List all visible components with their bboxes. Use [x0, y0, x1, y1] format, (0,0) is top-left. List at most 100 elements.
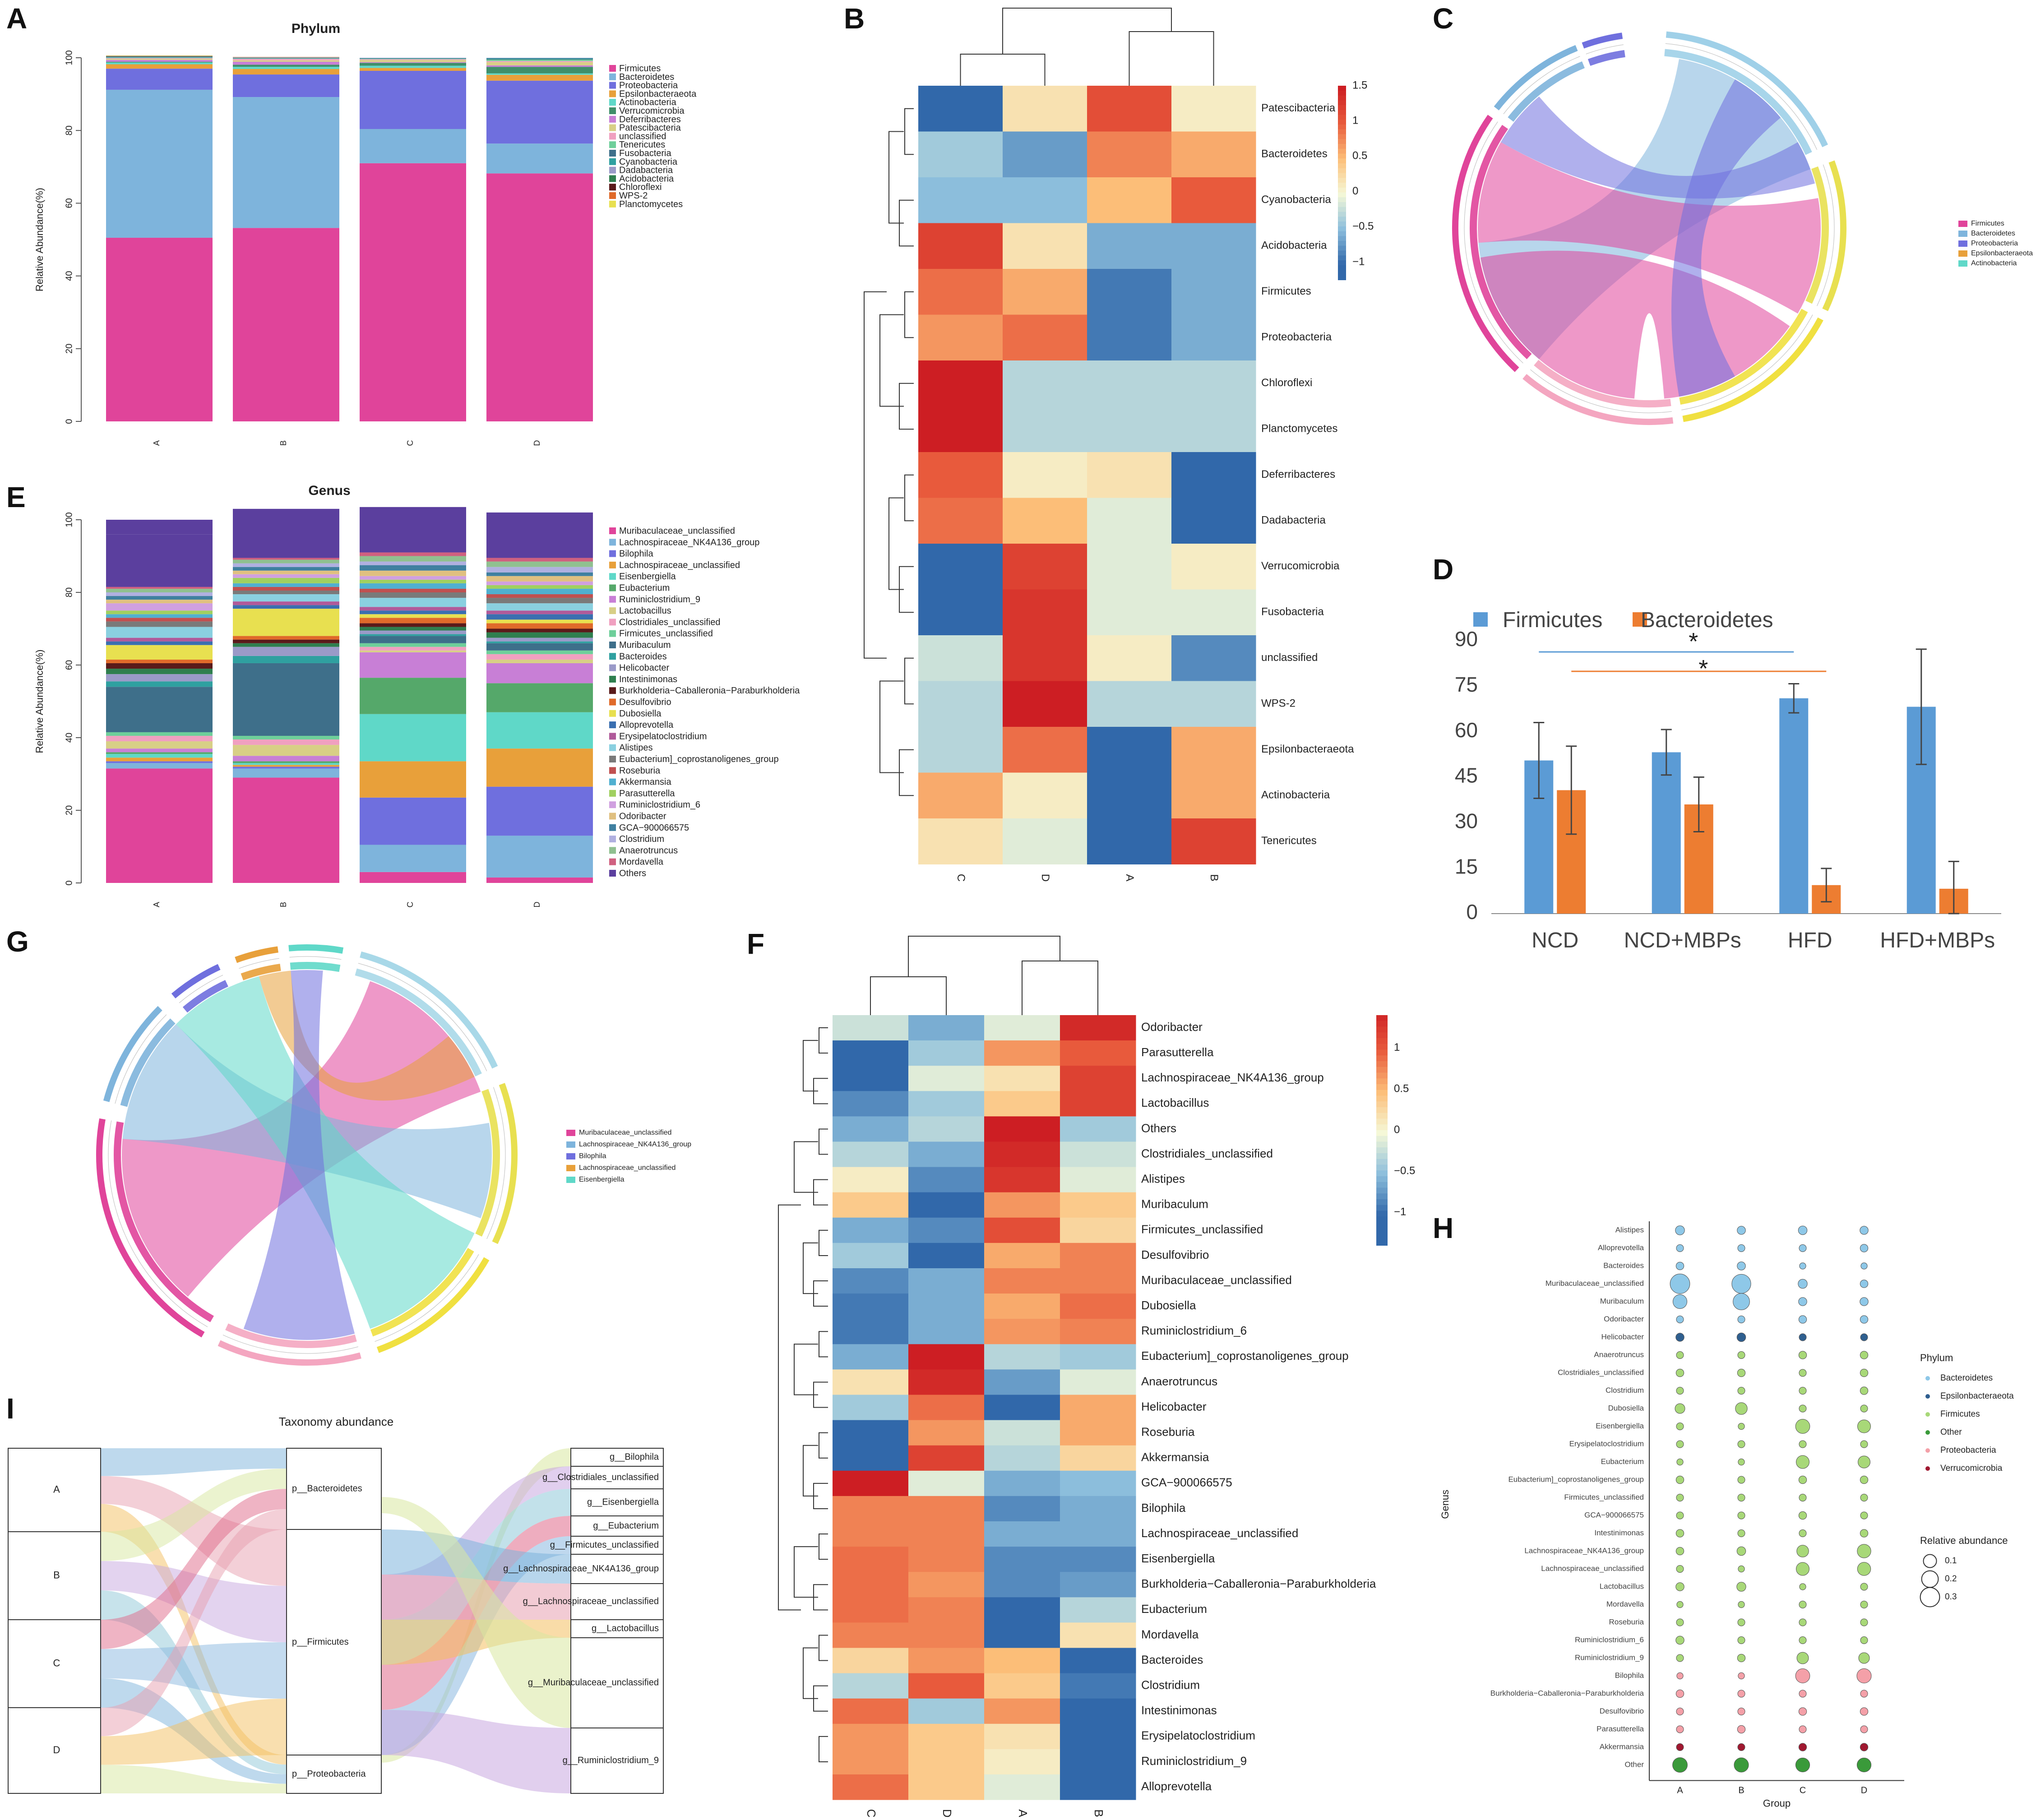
legend-swatch	[609, 115, 616, 123]
legend-dot	[1925, 1448, 1930, 1453]
legend-swatch	[609, 744, 616, 751]
sankey-node-label: g__Lachnospiraceae_NK4A136_group	[503, 1564, 659, 1574]
bar-segment	[486, 561, 593, 567]
legend-swatch	[566, 1165, 575, 1171]
heat-cell	[1060, 1015, 1136, 1041]
heat-cell	[1171, 544, 1256, 590]
bubble	[1798, 1351, 1807, 1359]
genus-label: Lachnospiraceae_unclassified	[1541, 1564, 1644, 1573]
legend-swatch	[1473, 612, 1488, 627]
chord-outer-arc	[96, 1118, 205, 1338]
bar-segment	[233, 587, 339, 591]
chord-tick-ring	[222, 1335, 359, 1354]
heat-cell	[1087, 314, 1172, 361]
size-legend-title: Relative abundance	[1920, 1535, 2008, 1546]
heat-cell	[1087, 727, 1172, 773]
genus-label: Clostridium	[1606, 1386, 1644, 1395]
heat-cell	[984, 1015, 1060, 1041]
legend-dot	[1925, 1430, 1930, 1435]
heat-cell	[833, 1547, 909, 1572]
heat-cell	[908, 1521, 985, 1547]
bar-segment	[233, 74, 339, 97]
heat-cell	[1171, 269, 1256, 315]
sankey-node	[8, 1707, 101, 1794]
legend-label: Mordavella	[619, 857, 664, 867]
bar-segment	[486, 603, 593, 611]
heat-cell	[833, 1040, 909, 1066]
sankey-flow	[101, 1489, 287, 1649]
bubble	[1799, 1583, 1806, 1590]
bubble	[1737, 1387, 1745, 1395]
legend-label: Eisenbergiella	[579, 1176, 625, 1183]
bar-segment	[360, 610, 466, 614]
heat-cell	[1060, 1648, 1136, 1674]
bar-segment	[360, 561, 466, 565]
heat-cell	[1171, 360, 1256, 406]
y-tick-label: 80	[64, 125, 74, 135]
bar-segment	[233, 97, 339, 228]
heat-cell	[1087, 269, 1172, 315]
panel-letter-f: F	[747, 928, 765, 960]
row-label: Patescibacteria	[1261, 102, 1336, 114]
bar-segment	[233, 647, 339, 656]
bar-segment	[233, 59, 339, 60]
legend-swatch	[609, 141, 616, 148]
colorbar-step	[1338, 148, 1346, 154]
row-label: Eisenbergiella	[1141, 1552, 1215, 1565]
heat-cell	[1003, 498, 1087, 544]
legend-label: Burkholderia−Caballeronia−Paraburkholder…	[619, 686, 800, 696]
bar-segment	[360, 588, 466, 592]
bar-segment	[360, 598, 466, 607]
bar-segment	[106, 687, 213, 732]
row-label: Dubosiella	[1141, 1298, 1196, 1312]
bar-segment	[233, 777, 339, 883]
legend-dot	[1925, 1412, 1930, 1417]
bar-segment	[106, 763, 213, 769]
sankey-flow	[381, 1529, 571, 1584]
bar-segment	[360, 630, 466, 634]
stacked-bar-E: Genus 0 20 40 60 80 100 Relative Abundance(%) A B…	[34, 483, 800, 908]
x-tick-label: A	[152, 902, 161, 907]
heat-cell	[918, 86, 1003, 132]
bar-segment	[233, 756, 339, 762]
legend-label: Clostridiales_unclassified	[619, 617, 721, 627]
x-tick-label: D	[532, 902, 541, 908]
bubble	[1737, 1476, 1745, 1484]
legend-swatch	[1958, 240, 1967, 247]
bar-segment	[486, 598, 593, 604]
heat-cell	[908, 1369, 985, 1395]
chord-outer-arc	[288, 944, 344, 954]
colorbar-step	[1338, 105, 1346, 111]
bubble	[1858, 1652, 1870, 1664]
heat-cell	[1060, 1116, 1136, 1142]
colorbar-step	[1376, 1233, 1388, 1240]
bar-segment	[233, 739, 339, 745]
bar-segment	[360, 872, 466, 883]
heat-cell	[908, 1496, 985, 1522]
legend-swatch	[609, 573, 616, 580]
colorbar-step	[1338, 158, 1346, 164]
sankey-node-label: g__Eisenbergiella	[587, 1497, 659, 1507]
colorbar-tick-label: 1	[1352, 115, 1358, 127]
legend-label: Actinobacteria	[1971, 259, 2017, 267]
chord-inner-arc	[1805, 166, 1829, 304]
bar-segment	[486, 614, 593, 620]
genus-label: Ruminiclostridium_9	[1575, 1653, 1644, 1662]
bar-segment	[233, 605, 339, 609]
heat-cell	[1087, 131, 1172, 178]
row-label: Lachnospiraceae_NK4A136_group	[1141, 1071, 1324, 1084]
y-tick-label: 100	[64, 50, 74, 65]
bar-segment	[233, 228, 339, 421]
chord-inner-arc	[475, 1089, 500, 1237]
colorbar-step	[1338, 125, 1346, 130]
bar-segment	[486, 623, 593, 629]
heat-cell	[984, 1698, 1060, 1724]
chord-outer-arc	[235, 946, 278, 963]
bubble	[1672, 1757, 1688, 1773]
bubble	[1738, 1601, 1745, 1608]
bubble	[1860, 1244, 1869, 1252]
bubble	[1672, 1294, 1688, 1309]
legend-label: Verrucomicrobia	[619, 106, 685, 116]
sankey-node-label: p__Bacteroidetes	[292, 1483, 362, 1493]
heat-cell	[1060, 1141, 1136, 1168]
